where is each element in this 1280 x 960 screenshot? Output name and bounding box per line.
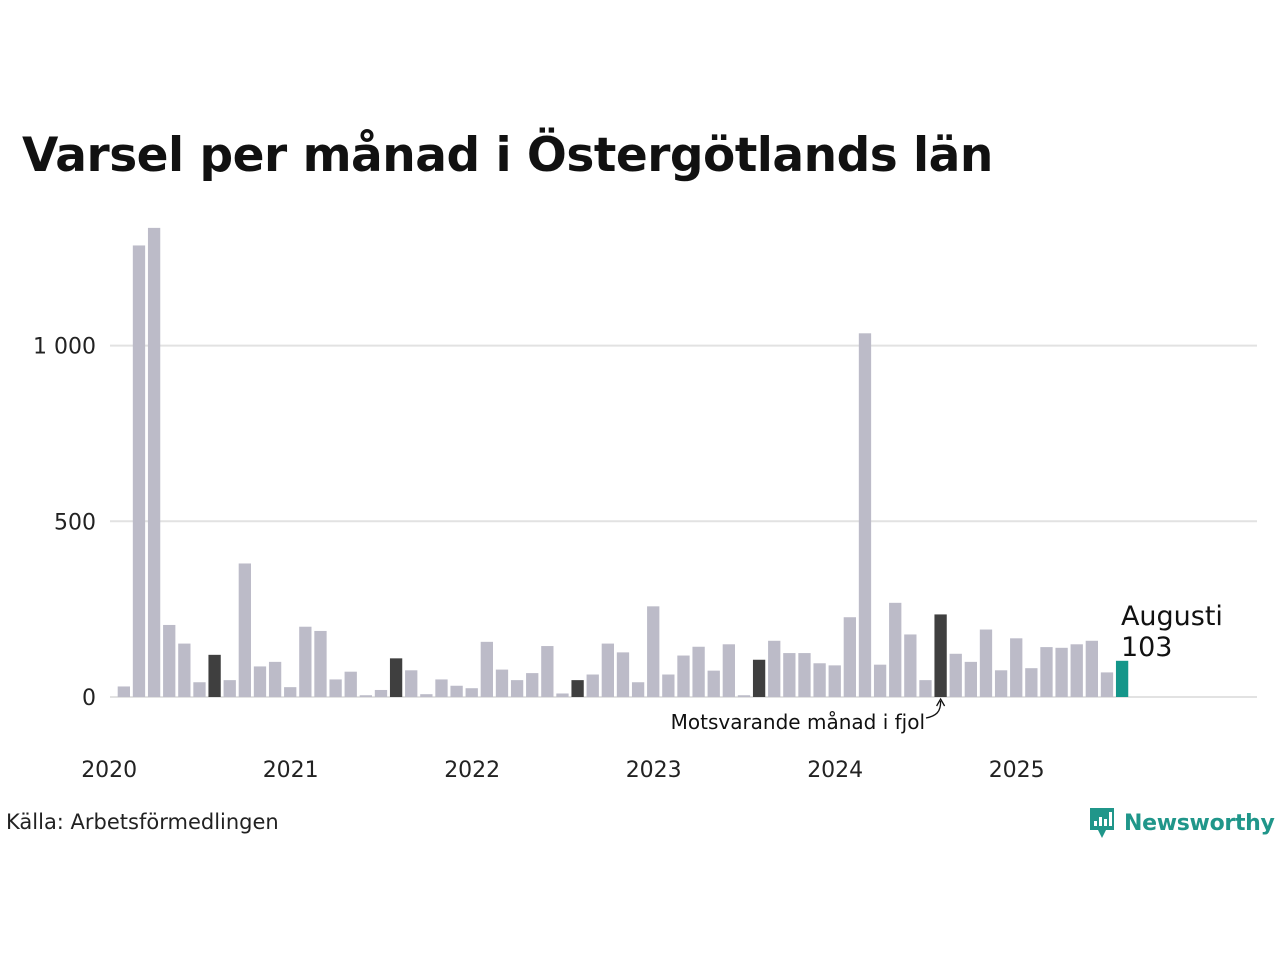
bar	[616, 652, 630, 697]
x-tick-label: 2024	[807, 758, 863, 783]
bar	[238, 563, 251, 697]
brand-name: Newsworthy	[1124, 810, 1275, 836]
bar	[828, 665, 841, 697]
bar	[253, 666, 267, 697]
bar-comparison	[389, 658, 403, 697]
bar	[450, 685, 463, 697]
bar	[722, 644, 735, 697]
bar	[677, 655, 690, 697]
bar	[526, 673, 539, 697]
bar	[964, 661, 977, 697]
bar	[405, 670, 418, 697]
comparison-arrow	[925, 700, 942, 719]
bar-comparison	[571, 680, 584, 697]
bar	[465, 688, 478, 697]
bar	[299, 626, 312, 697]
bar	[1055, 647, 1068, 697]
bar	[480, 641, 493, 697]
bar	[541, 646, 554, 697]
bar	[1040, 647, 1053, 697]
bar	[783, 653, 796, 697]
bar	[707, 670, 720, 697]
bar	[132, 245, 146, 698]
bar	[147, 227, 161, 698]
highlight-value-label: 103	[1121, 632, 1173, 663]
bar	[904, 634, 917, 697]
bar-comparison	[752, 659, 766, 697]
bar	[163, 624, 176, 697]
bars	[117, 227, 1129, 698]
x-tick-label: 2023	[626, 758, 682, 783]
bar	[647, 606, 660, 697]
comparison-label: Motsvarande månad i fjol	[671, 710, 925, 734]
bar	[858, 333, 872, 697]
bar	[117, 686, 130, 697]
bar	[556, 693, 569, 697]
bar	[495, 669, 509, 697]
bar-highlight	[1115, 660, 1129, 697]
bar	[344, 671, 357, 697]
bar	[662, 674, 675, 697]
bar	[374, 689, 388, 697]
bar	[314, 630, 327, 697]
bar	[1025, 668, 1038, 697]
gridlines	[110, 344, 1257, 698]
x-tick-label: 2021	[263, 758, 319, 783]
x-tick-label: 2025	[989, 758, 1045, 783]
bar	[284, 687, 297, 697]
bar	[435, 679, 448, 697]
bar	[889, 602, 902, 697]
y-tick-label: 500	[54, 510, 96, 535]
bar	[994, 670, 1008, 697]
bar	[223, 680, 236, 697]
axis-labels: 0 500 1 000 2020 2021 2022 2023 2024 2025	[33, 335, 1045, 783]
bar	[798, 653, 811, 697]
bar	[919, 680, 932, 697]
bar-comparison	[934, 614, 947, 697]
bar	[843, 617, 856, 697]
bar	[1100, 672, 1114, 697]
x-tick-label: 2022	[444, 758, 500, 783]
highlight-month-label: Augusti	[1121, 601, 1223, 632]
bar	[586, 674, 599, 697]
newsworthy-logo-icon	[1090, 808, 1114, 838]
comparison-arrowhead	[936, 697, 946, 707]
bar	[949, 653, 962, 697]
bar	[420, 694, 433, 697]
bar	[873, 664, 887, 697]
bar	[979, 629, 993, 697]
bar	[178, 643, 191, 697]
bar	[1070, 644, 1083, 697]
bar	[510, 680, 524, 697]
bar	[359, 695, 372, 697]
bar	[601, 643, 614, 697]
bar	[1085, 640, 1098, 697]
bar	[692, 646, 705, 697]
bar	[631, 682, 645, 697]
y-tick-label: 0	[82, 686, 96, 711]
bar-comparison	[208, 654, 221, 697]
bar	[813, 663, 826, 697]
bar	[193, 682, 206, 697]
bar	[329, 679, 342, 697]
chart-title: Varsel per månad i Östergötlands län	[22, 128, 993, 183]
source-note: Källa: Arbetsförmedlingen	[6, 810, 279, 834]
brand-logo: Newsworthy	[1088, 805, 1275, 841]
bar-chart: 0 500 1 000 2020 2021 2022 2023 2024 2025 August…	[33, 227, 1257, 783]
bar	[737, 695, 751, 697]
bar	[268, 661, 282, 697]
bar	[768, 640, 781, 697]
y-tick-label: 1 000	[33, 335, 96, 360]
x-tick-label: 2020	[81, 758, 137, 783]
bar	[1010, 638, 1023, 697]
